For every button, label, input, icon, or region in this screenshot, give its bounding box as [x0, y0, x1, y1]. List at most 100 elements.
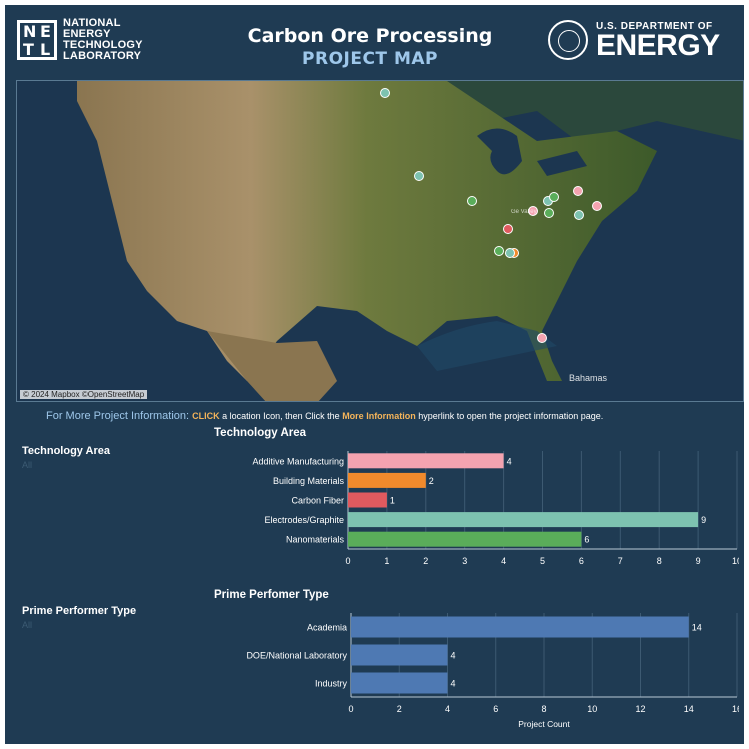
technology-chart-title: Technology Area	[214, 427, 307, 439]
canada-land	[17, 81, 743, 141]
map-marker-pin[interactable]	[544, 208, 554, 218]
info-more: More Information	[342, 411, 416, 421]
netl-name-line: NATIONAL	[63, 17, 121, 29]
chart-bar[interactable]	[348, 531, 582, 547]
chart-data-label: 9	[701, 515, 706, 525]
chart-data-label: 2	[429, 476, 434, 486]
chart-tick-label: 2	[423, 556, 428, 566]
chart-tick-label: 0	[348, 704, 353, 714]
chart-category-label: DOE/National Laboratory	[246, 651, 347, 661]
dashboard-frame: N E T L NATIONAL ENERGY TECHNOLOGY LABOR…	[5, 5, 744, 744]
map-marker-pin[interactable]	[574, 210, 584, 220]
map-marker-pin[interactable]	[505, 248, 515, 258]
chart-category-label: Carbon Fiber	[291, 496, 344, 506]
title-line-2: PROJECT MAP	[302, 49, 438, 69]
netl-name-line: TECHNOLOGY	[63, 39, 143, 51]
chart-bar[interactable]	[348, 453, 504, 469]
chart-tick-label: 9	[696, 556, 701, 566]
map-label-town: Ge Valley	[511, 209, 537, 215]
chart-bar[interactable]	[351, 672, 448, 694]
chart-data-label: 14	[692, 623, 702, 633]
info-click: CLICK	[192, 411, 220, 421]
info-tail: hyperlink to open the project informatio…	[415, 411, 604, 421]
technology-area-filter[interactable]: Technology Area All	[22, 445, 110, 470]
chart-data-label: 4	[507, 456, 512, 466]
map-markers[interactable]	[380, 88, 602, 343]
map-marker-pin[interactable]	[380, 88, 390, 98]
netl-mark-t: T	[23, 40, 34, 59]
chart-tick-label: 8	[541, 704, 546, 714]
prime-chart-title: Prime Perfomer Type	[214, 589, 329, 601]
chart-data-label: 4	[451, 679, 456, 689]
map-marker-pin[interactable]	[414, 171, 424, 181]
info-lead: For More Project Information:	[46, 410, 193, 422]
map-marker-pin[interactable]	[537, 333, 547, 343]
netl-name: NATIONAL ENERGY TECHNOLOGY LABORATORY	[63, 18, 143, 62]
project-map[interactable]: Bahamas Ge Valley © 2024 Mapbox ©OpenStr…	[16, 80, 744, 402]
prime-performer-filter-label: Prime Performer Type	[22, 605, 137, 617]
map-canvas[interactable]: Bahamas Ge Valley	[17, 81, 744, 402]
chart-tick-label: 5	[540, 556, 545, 566]
great-lakes	[477, 128, 522, 175]
chart-category-label: Academia	[307, 623, 347, 633]
netl-mark-n: N	[23, 22, 37, 41]
map-marker-pin[interactable]	[549, 192, 559, 202]
map-marker-pin[interactable]	[494, 246, 504, 256]
chart-tick-label: 2	[397, 704, 402, 714]
title-line-1: Carbon Ore Processing	[247, 25, 493, 47]
prime-performer-filter-value[interactable]: All	[22, 620, 33, 630]
netl-mark-icon: N E T L	[17, 20, 57, 60]
page-title: Carbon Ore Processing PROJECT MAP	[245, 25, 495, 69]
netl-mark-l: L	[40, 40, 51, 59]
doe-name-top: U.S. DEPARTMENT OF	[596, 20, 713, 32]
chart-category-label: Electrodes/Graphite	[264, 515, 344, 525]
chart-x-axis-label: Project Count	[518, 719, 570, 729]
chart-bar[interactable]	[348, 472, 426, 488]
doe-logo[interactable]: U.S. DEPARTMENT OF ENERGY	[548, 20, 720, 60]
technology-area-filter-label: Technology Area	[22, 445, 111, 457]
chart-data-label: 1	[390, 496, 395, 506]
chart-data-label: 4	[451, 651, 456, 661]
map-label-bahamas: Bahamas	[569, 373, 608, 383]
chart-tick-label: 3	[462, 556, 467, 566]
mexico-land	[207, 331, 337, 401]
map-marker-pin[interactable]	[573, 186, 583, 196]
chart-category-label: Nanomaterials	[286, 535, 345, 545]
chart-bar[interactable]	[348, 492, 387, 508]
chart-tick-label: 14	[684, 704, 694, 714]
doe-seal-icon	[548, 20, 588, 60]
great-lakes-east	[537, 151, 587, 176]
prime-performer-chart[interactable]: Academia 14 DOE/National Laboratory 4 Indust…	[214, 605, 739, 735]
netl-name-line: ENERGY	[63, 28, 111, 40]
chart-tick-label: 12	[635, 704, 645, 714]
chart-tick-label: 0	[345, 556, 350, 566]
chart-tick-label: 7	[618, 556, 623, 566]
chart-tick-label: 10	[732, 556, 739, 566]
netl-logo[interactable]: N E T L NATIONAL ENERGY TECHNOLOGY LABOR…	[17, 18, 143, 62]
chart-data-label: 6	[584, 535, 589, 545]
chart-tick-label: 8	[657, 556, 662, 566]
technology-area-filter-value[interactable]: All	[22, 460, 33, 470]
map-attribution[interactable]: © 2024 Mapbox ©OpenStreetMap	[20, 390, 148, 399]
gulf-of-mexico	[417, 321, 557, 371]
prime-performer-filter[interactable]: Prime Performer Type All	[22, 605, 136, 630]
chart-tick-label: 1	[384, 556, 389, 566]
chart-category-label: Additive Manufacturing	[252, 456, 344, 466]
chart-tick-label: 4	[501, 556, 506, 566]
map-marker-pin[interactable]	[528, 206, 538, 216]
chart-category-label: Building Materials	[273, 476, 345, 486]
map-marker-pin[interactable]	[503, 224, 513, 234]
map-marker-pin[interactable]	[592, 201, 602, 211]
chart-tick-label: 10	[587, 704, 597, 714]
netl-name-line: LABORATORY	[63, 50, 142, 62]
chart-tick-label: 6	[579, 556, 584, 566]
chart-bar[interactable]	[348, 512, 699, 528]
netl-mark-e: E	[40, 22, 51, 41]
map-marker-pin[interactable]	[467, 196, 477, 206]
chart-bar[interactable]	[351, 616, 689, 638]
chart-bar[interactable]	[351, 644, 448, 666]
technology-area-chart[interactable]: Additive Manufacturing 4 Building Material…	[214, 443, 739, 573]
chart-tick-label: 16	[732, 704, 739, 714]
doe-name-big: ENERGY	[596, 28, 720, 62]
chart-category-label: Industry	[315, 679, 348, 689]
